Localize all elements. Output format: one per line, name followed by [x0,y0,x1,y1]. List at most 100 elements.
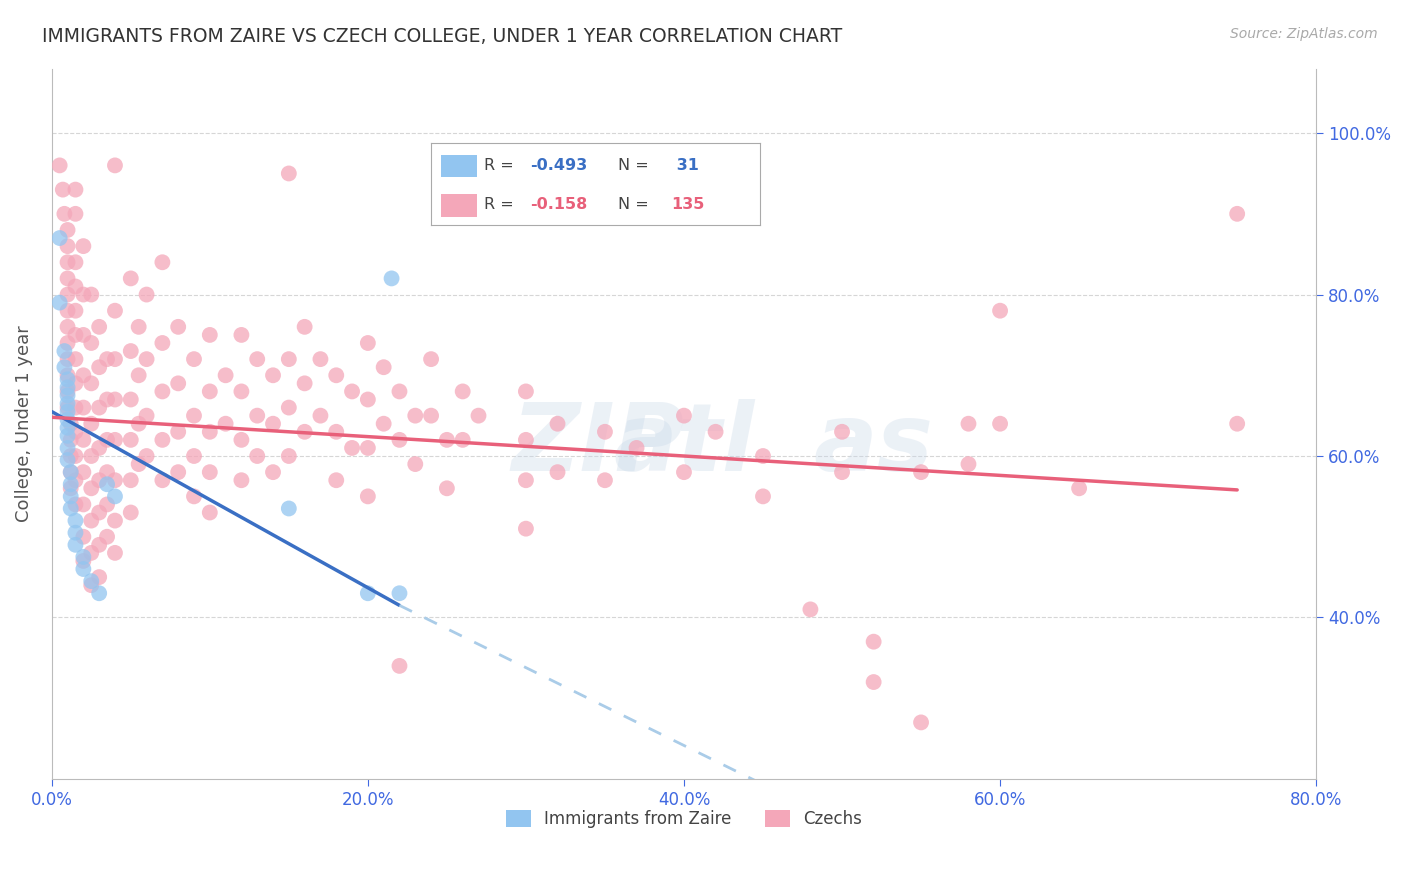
Point [59,465,82,479]
Point [65,425,87,439]
Point [65,183,87,197]
Point [56,319,79,334]
Point [672,465,695,479]
Point [80,376,103,391]
Point [357,441,380,455]
Point [89,570,111,584]
Point [65,538,87,552]
Point [198,384,221,399]
Point [167,425,190,439]
Point [120,433,142,447]
Point [56,429,79,443]
Point [436,433,458,447]
Point [80,546,103,560]
Point [56,239,79,253]
Point [56,441,79,455]
Point [388,586,411,600]
Point [89,506,111,520]
Point [65,514,87,528]
Point [388,659,411,673]
Point [704,425,727,439]
Point [59,433,82,447]
Point [65,303,87,318]
Point [183,352,205,367]
Point [56,421,79,435]
Point [135,409,157,423]
Point [373,417,395,431]
Point [72,530,94,544]
Point [72,327,94,342]
Point [957,457,980,471]
Point [231,384,253,399]
Point [56,368,79,383]
Point [357,336,380,351]
Point [325,425,347,439]
Point [515,522,537,536]
Point [53,360,76,375]
Point [65,207,87,221]
Point [752,489,775,503]
Point [96,530,118,544]
Point [96,498,118,512]
Point [104,514,127,528]
Point [72,287,94,301]
Point [104,433,127,447]
Point [752,449,775,463]
Point [80,449,103,463]
Point [910,715,932,730]
Point [862,675,884,690]
Point [96,477,118,491]
Point [231,327,253,342]
Point [59,489,82,503]
Point [96,465,118,479]
Point [72,498,94,512]
Point [1226,207,1249,221]
Point [277,401,299,415]
Point [72,549,94,564]
Y-axis label: College, Under 1 year: College, Under 1 year [15,326,32,522]
Point [56,271,79,285]
Point [128,417,150,431]
Point [128,457,150,471]
Point [56,404,79,418]
Point [910,465,932,479]
Point [52,183,75,197]
Point [80,574,103,588]
Point [135,449,157,463]
Point [72,465,94,479]
Point [59,481,82,495]
Point [988,303,1011,318]
Point [65,376,87,391]
Point [72,239,94,253]
Point [72,433,94,447]
Point [56,255,79,269]
Point [65,327,87,342]
Point [547,465,569,479]
Point [373,360,395,375]
Point [80,417,103,431]
Point [1226,417,1249,431]
Point [72,554,94,568]
Point [65,449,87,463]
Point [104,352,127,367]
Point [48,295,70,310]
Point [626,441,648,455]
Point [294,376,316,391]
Point [96,433,118,447]
Point [56,336,79,351]
Point [48,231,70,245]
Point [65,473,87,487]
Point [96,352,118,367]
Point [214,417,236,431]
Point [89,360,111,375]
Point [48,158,70,172]
Point [277,166,299,180]
Point [56,401,79,415]
Point [104,158,127,172]
Point [150,433,173,447]
Point [72,401,94,415]
Point [53,207,76,221]
Point [120,271,142,285]
Point [380,271,402,285]
Point [325,473,347,487]
